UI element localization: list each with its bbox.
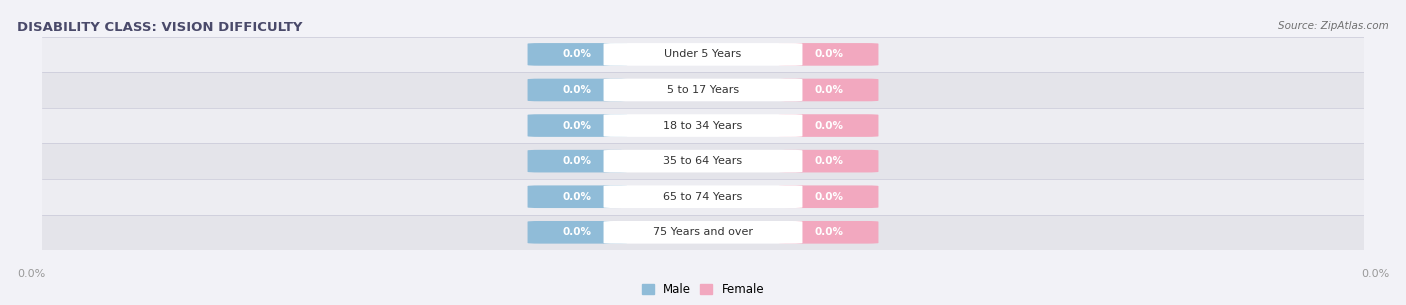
FancyBboxPatch shape: [779, 79, 879, 101]
FancyBboxPatch shape: [603, 150, 803, 172]
FancyBboxPatch shape: [603, 79, 803, 101]
Text: 0.0%: 0.0%: [562, 85, 592, 95]
FancyBboxPatch shape: [42, 108, 1364, 143]
FancyBboxPatch shape: [779, 114, 879, 137]
Legend: Male, Female: Male, Female: [641, 283, 765, 296]
Text: 0.0%: 0.0%: [562, 227, 592, 237]
Text: 5 to 17 Years: 5 to 17 Years: [666, 85, 740, 95]
FancyBboxPatch shape: [527, 150, 627, 172]
Text: Under 5 Years: Under 5 Years: [665, 49, 741, 59]
Text: Source: ZipAtlas.com: Source: ZipAtlas.com: [1278, 21, 1389, 31]
FancyBboxPatch shape: [603, 185, 803, 208]
Text: 0.0%: 0.0%: [1361, 269, 1389, 279]
FancyBboxPatch shape: [527, 43, 627, 66]
Text: 75 Years and over: 75 Years and over: [652, 227, 754, 237]
Text: DISABILITY CLASS: VISION DIFFICULTY: DISABILITY CLASS: VISION DIFFICULTY: [17, 21, 302, 34]
Text: 0.0%: 0.0%: [814, 156, 844, 166]
FancyBboxPatch shape: [603, 43, 803, 66]
FancyBboxPatch shape: [527, 221, 627, 244]
Text: 0.0%: 0.0%: [562, 120, 592, 131]
FancyBboxPatch shape: [527, 185, 627, 208]
FancyBboxPatch shape: [42, 179, 1364, 214]
FancyBboxPatch shape: [603, 221, 803, 244]
Text: 18 to 34 Years: 18 to 34 Years: [664, 120, 742, 131]
Text: 65 to 74 Years: 65 to 74 Years: [664, 192, 742, 202]
FancyBboxPatch shape: [527, 79, 627, 101]
FancyBboxPatch shape: [42, 72, 1364, 108]
Text: 35 to 64 Years: 35 to 64 Years: [664, 156, 742, 166]
FancyBboxPatch shape: [779, 221, 879, 244]
Text: 0.0%: 0.0%: [814, 85, 844, 95]
Text: 0.0%: 0.0%: [562, 156, 592, 166]
FancyBboxPatch shape: [42, 143, 1364, 179]
Text: 0.0%: 0.0%: [562, 49, 592, 59]
Text: 0.0%: 0.0%: [814, 120, 844, 131]
FancyBboxPatch shape: [779, 150, 879, 172]
FancyBboxPatch shape: [42, 37, 1364, 72]
Text: 0.0%: 0.0%: [17, 269, 45, 279]
FancyBboxPatch shape: [603, 114, 803, 137]
Text: 0.0%: 0.0%: [814, 192, 844, 202]
FancyBboxPatch shape: [527, 114, 627, 137]
Text: 0.0%: 0.0%: [814, 49, 844, 59]
FancyBboxPatch shape: [779, 43, 879, 66]
Text: 0.0%: 0.0%: [814, 227, 844, 237]
FancyBboxPatch shape: [42, 214, 1364, 250]
FancyBboxPatch shape: [779, 185, 879, 208]
Text: 0.0%: 0.0%: [562, 192, 592, 202]
